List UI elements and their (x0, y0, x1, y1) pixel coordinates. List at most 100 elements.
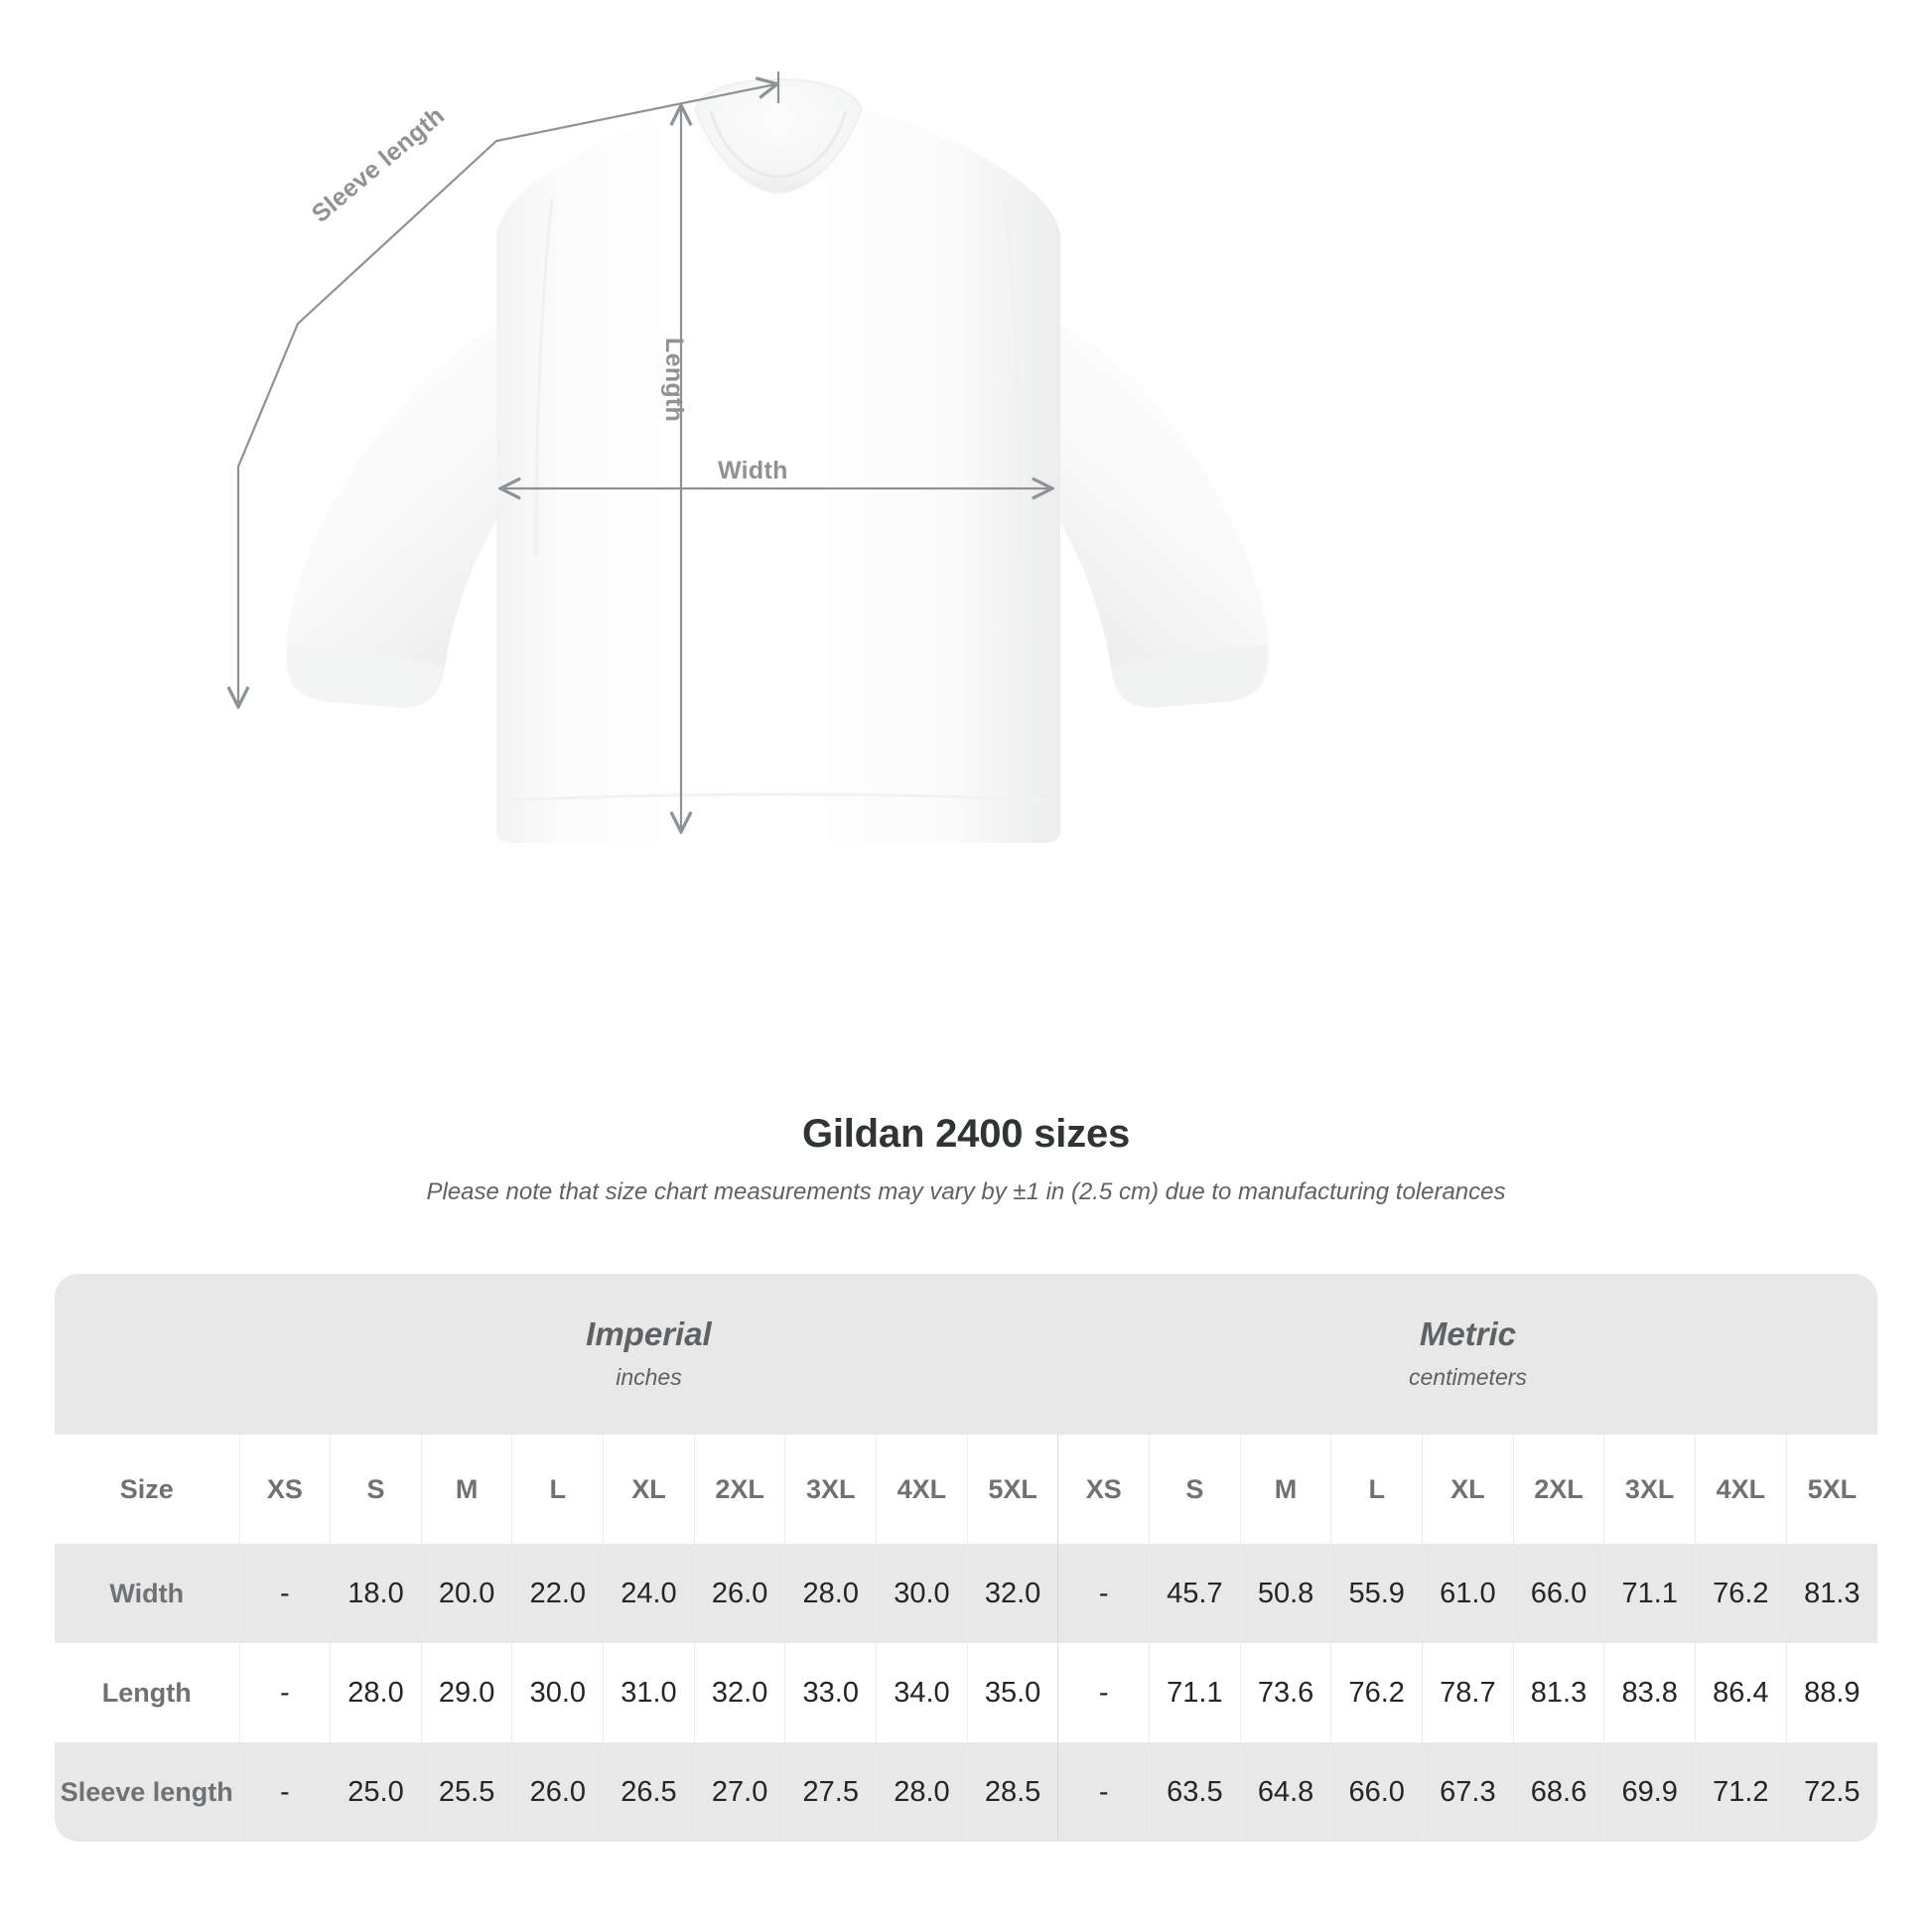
cell-width-imperial-5xl: 32.0 (966, 1544, 1058, 1643)
length-label: Length (660, 338, 688, 423)
unit-subtitle: centimeters (1409, 1364, 1527, 1390)
cell-width-metric-l: 55.9 (1330, 1544, 1423, 1643)
cell-length-imperial-m: 29.0 (420, 1643, 512, 1742)
unit-header-metric: Metric centimeters (1057, 1274, 1877, 1435)
size-header-imperial-5xl: 5XL (966, 1435, 1058, 1544)
size-chart-table-wrapper: Imperial inches Metric centimeters Size XS S M L… (55, 1274, 1877, 1842)
table-row: Width -18.0 20.0 22.0 24.0 26.0 28.0 30.0 32.0-4… (55, 1544, 1877, 1643)
cell-length-metric-l: 76.2 (1330, 1643, 1423, 1742)
cell-sleeve-length-metric-5xl: 72.5 (1785, 1742, 1877, 1842)
title-block: Gildan 2400 sizes Please note that size … (0, 1112, 1932, 1206)
size-header-metric-s: S (1149, 1435, 1241, 1544)
cell-sleeve-length-imperial-xs: - (238, 1742, 331, 1842)
cell-width-metric-4xl: 76.2 (1695, 1544, 1787, 1643)
page-title: Gildan 2400 sizes (801, 1112, 1131, 1156)
cell-sleeve-length-imperial-m: 25.5 (420, 1742, 512, 1842)
size-header-metric-l: L (1330, 1435, 1423, 1544)
size-header-metric-3xl: 3XL (1603, 1435, 1696, 1544)
cell-sleeve-length-metric-xl: 67.3 (1422, 1742, 1514, 1842)
cell-sleeve-length-metric-l: 66.0 (1330, 1742, 1423, 1842)
cell-width-imperial-l: 22.0 (511, 1544, 604, 1643)
cell-sleeve-length-metric-2xl: 68.6 (1512, 1742, 1604, 1842)
cell-sleeve-length-imperial-2xl: 27.0 (693, 1742, 785, 1842)
cell-length-metric-2xl: 81.3 (1512, 1643, 1604, 1742)
size-header-metric-xl: XL (1422, 1435, 1514, 1544)
unit-header-spacer (55, 1274, 239, 1435)
cell-width-imperial-m: 20.0 (420, 1544, 512, 1643)
cell-length-imperial-2xl: 32.0 (693, 1643, 785, 1742)
cell-length-metric-5xl: 88.9 (1785, 1643, 1877, 1742)
cell-length-metric-3xl: 83.8 (1603, 1643, 1696, 1742)
right-cuff (1111, 645, 1268, 708)
size-header-metric-2xl: 2XL (1512, 1435, 1604, 1544)
cell-length-imperial-5xl: 35.0 (966, 1643, 1058, 1742)
size-chart-table: Imperial inches Metric centimeters Size XS S M L… (55, 1274, 1877, 1842)
cell-sleeve-length-imperial-3xl: 27.5 (784, 1742, 877, 1842)
size-header-imperial-3xl: 3XL (784, 1435, 877, 1544)
cell-length-metric-xs: - (1057, 1643, 1150, 1742)
size-header-imperial-s: S (330, 1435, 422, 1544)
cell-sleeve-length-imperial-s: 25.0 (330, 1742, 422, 1842)
cell-width-imperial-xs: - (238, 1544, 331, 1643)
cell-width-metric-xs: - (1057, 1544, 1150, 1643)
table-row: Length -28.0 29.0 30.0 31.0 32.0 33.0 34.0 35.0-… (55, 1643, 1877, 1742)
size-header-imperial-l: L (511, 1435, 604, 1544)
cell-length-imperial-s: 28.0 (330, 1643, 422, 1742)
cell-length-metric-m: 73.6 (1239, 1643, 1331, 1742)
cell-sleeve-length-imperial-5xl: 28.5 (966, 1742, 1058, 1842)
cell-width-metric-m: 50.8 (1239, 1544, 1331, 1643)
cell-width-metric-s: 45.7 (1149, 1544, 1241, 1643)
cell-length-imperial-xs: - (238, 1643, 331, 1742)
cell-sleeve-length-metric-s: 63.5 (1149, 1742, 1241, 1842)
unit-header-imperial: Imperial inches (239, 1274, 1058, 1435)
unit-name: Imperial (586, 1315, 712, 1352)
right-sleeve (1003, 298, 1269, 707)
cell-width-metric-3xl: 71.1 (1603, 1544, 1696, 1643)
size-header-imperial-m: M (420, 1435, 512, 1544)
size-header-imperial-xs: XS (238, 1435, 331, 1544)
cell-width-imperial-s: 18.0 (330, 1544, 422, 1643)
cell-sleeve-length-metric-m: 64.8 (1239, 1742, 1331, 1842)
cell-length-metric-s: 71.1 (1149, 1643, 1241, 1742)
size-header-metric-xs: XS (1057, 1435, 1150, 1544)
fold-hem (507, 792, 1049, 802)
cell-length-imperial-xl: 31.0 (603, 1643, 695, 1742)
size-header-imperial-xl: XL (603, 1435, 695, 1544)
cell-width-metric-2xl: 66.0 (1512, 1544, 1604, 1643)
size-header-metric-5xl: 5XL (1785, 1435, 1877, 1544)
cell-sleeve-length-metric-xs: - (1057, 1742, 1150, 1842)
unit-subtitle: inches (616, 1364, 682, 1390)
cell-width-imperial-3xl: 28.0 (784, 1544, 877, 1643)
size-header-metric-4xl: 4XL (1695, 1435, 1787, 1544)
measurement-lines (238, 71, 1050, 830)
cell-width-metric-xl: 61.0 (1422, 1544, 1514, 1643)
size-header-imperial-4xl: 4XL (876, 1435, 968, 1544)
fold-right (1003, 198, 1023, 557)
cell-width-imperial-2xl: 26.0 (693, 1544, 785, 1643)
cell-width-imperial-4xl: 30.0 (876, 1544, 968, 1643)
row-label-width: Width (55, 1544, 239, 1643)
row-label-sleeve-length: Sleeve length (55, 1742, 239, 1842)
size-header-imperial-2xl: 2XL (693, 1435, 785, 1544)
cell-sleeve-length-metric-3xl: 69.9 (1603, 1742, 1696, 1842)
cell-length-imperial-4xl: 34.0 (876, 1643, 968, 1742)
page-subtitle: Please note that size chart measurements… (426, 1178, 1506, 1205)
cell-length-imperial-l: 30.0 (511, 1643, 604, 1742)
cell-length-metric-xl: 78.7 (1422, 1643, 1514, 1742)
cell-sleeve-length-imperial-xl: 26.5 (603, 1742, 695, 1842)
table-row: Sleeve length -25.0 25.5 26.0 26.5 27.0 27.5 28… (55, 1742, 1877, 1842)
cell-width-imperial-xl: 24.0 (603, 1544, 695, 1643)
cell-sleeve-length-imperial-l: 26.0 (511, 1742, 604, 1842)
size-header-metric-m: M (1239, 1435, 1331, 1544)
cell-length-imperial-3xl: 33.0 (784, 1643, 877, 1742)
cell-sleeve-length-metric-4xl: 71.2 (1695, 1742, 1787, 1842)
width-label: Width (718, 457, 788, 484)
cell-width-metric-5xl: 81.3 (1785, 1544, 1877, 1643)
size-header-label: Size (55, 1435, 239, 1544)
size-header-row: Size XS S M L XL 2XL 3XL 4XL 5XL XS S M L XL 2XL 3XL 4XL 5… (55, 1435, 1877, 1544)
cell-length-metric-4xl: 86.4 (1695, 1643, 1787, 1742)
tshirt-diagram (0, 71, 1269, 843)
unit-name: Metric (1419, 1315, 1517, 1352)
sleeve-measure-line (238, 84, 775, 705)
cell-sleeve-length-imperial-4xl: 28.0 (876, 1742, 968, 1842)
